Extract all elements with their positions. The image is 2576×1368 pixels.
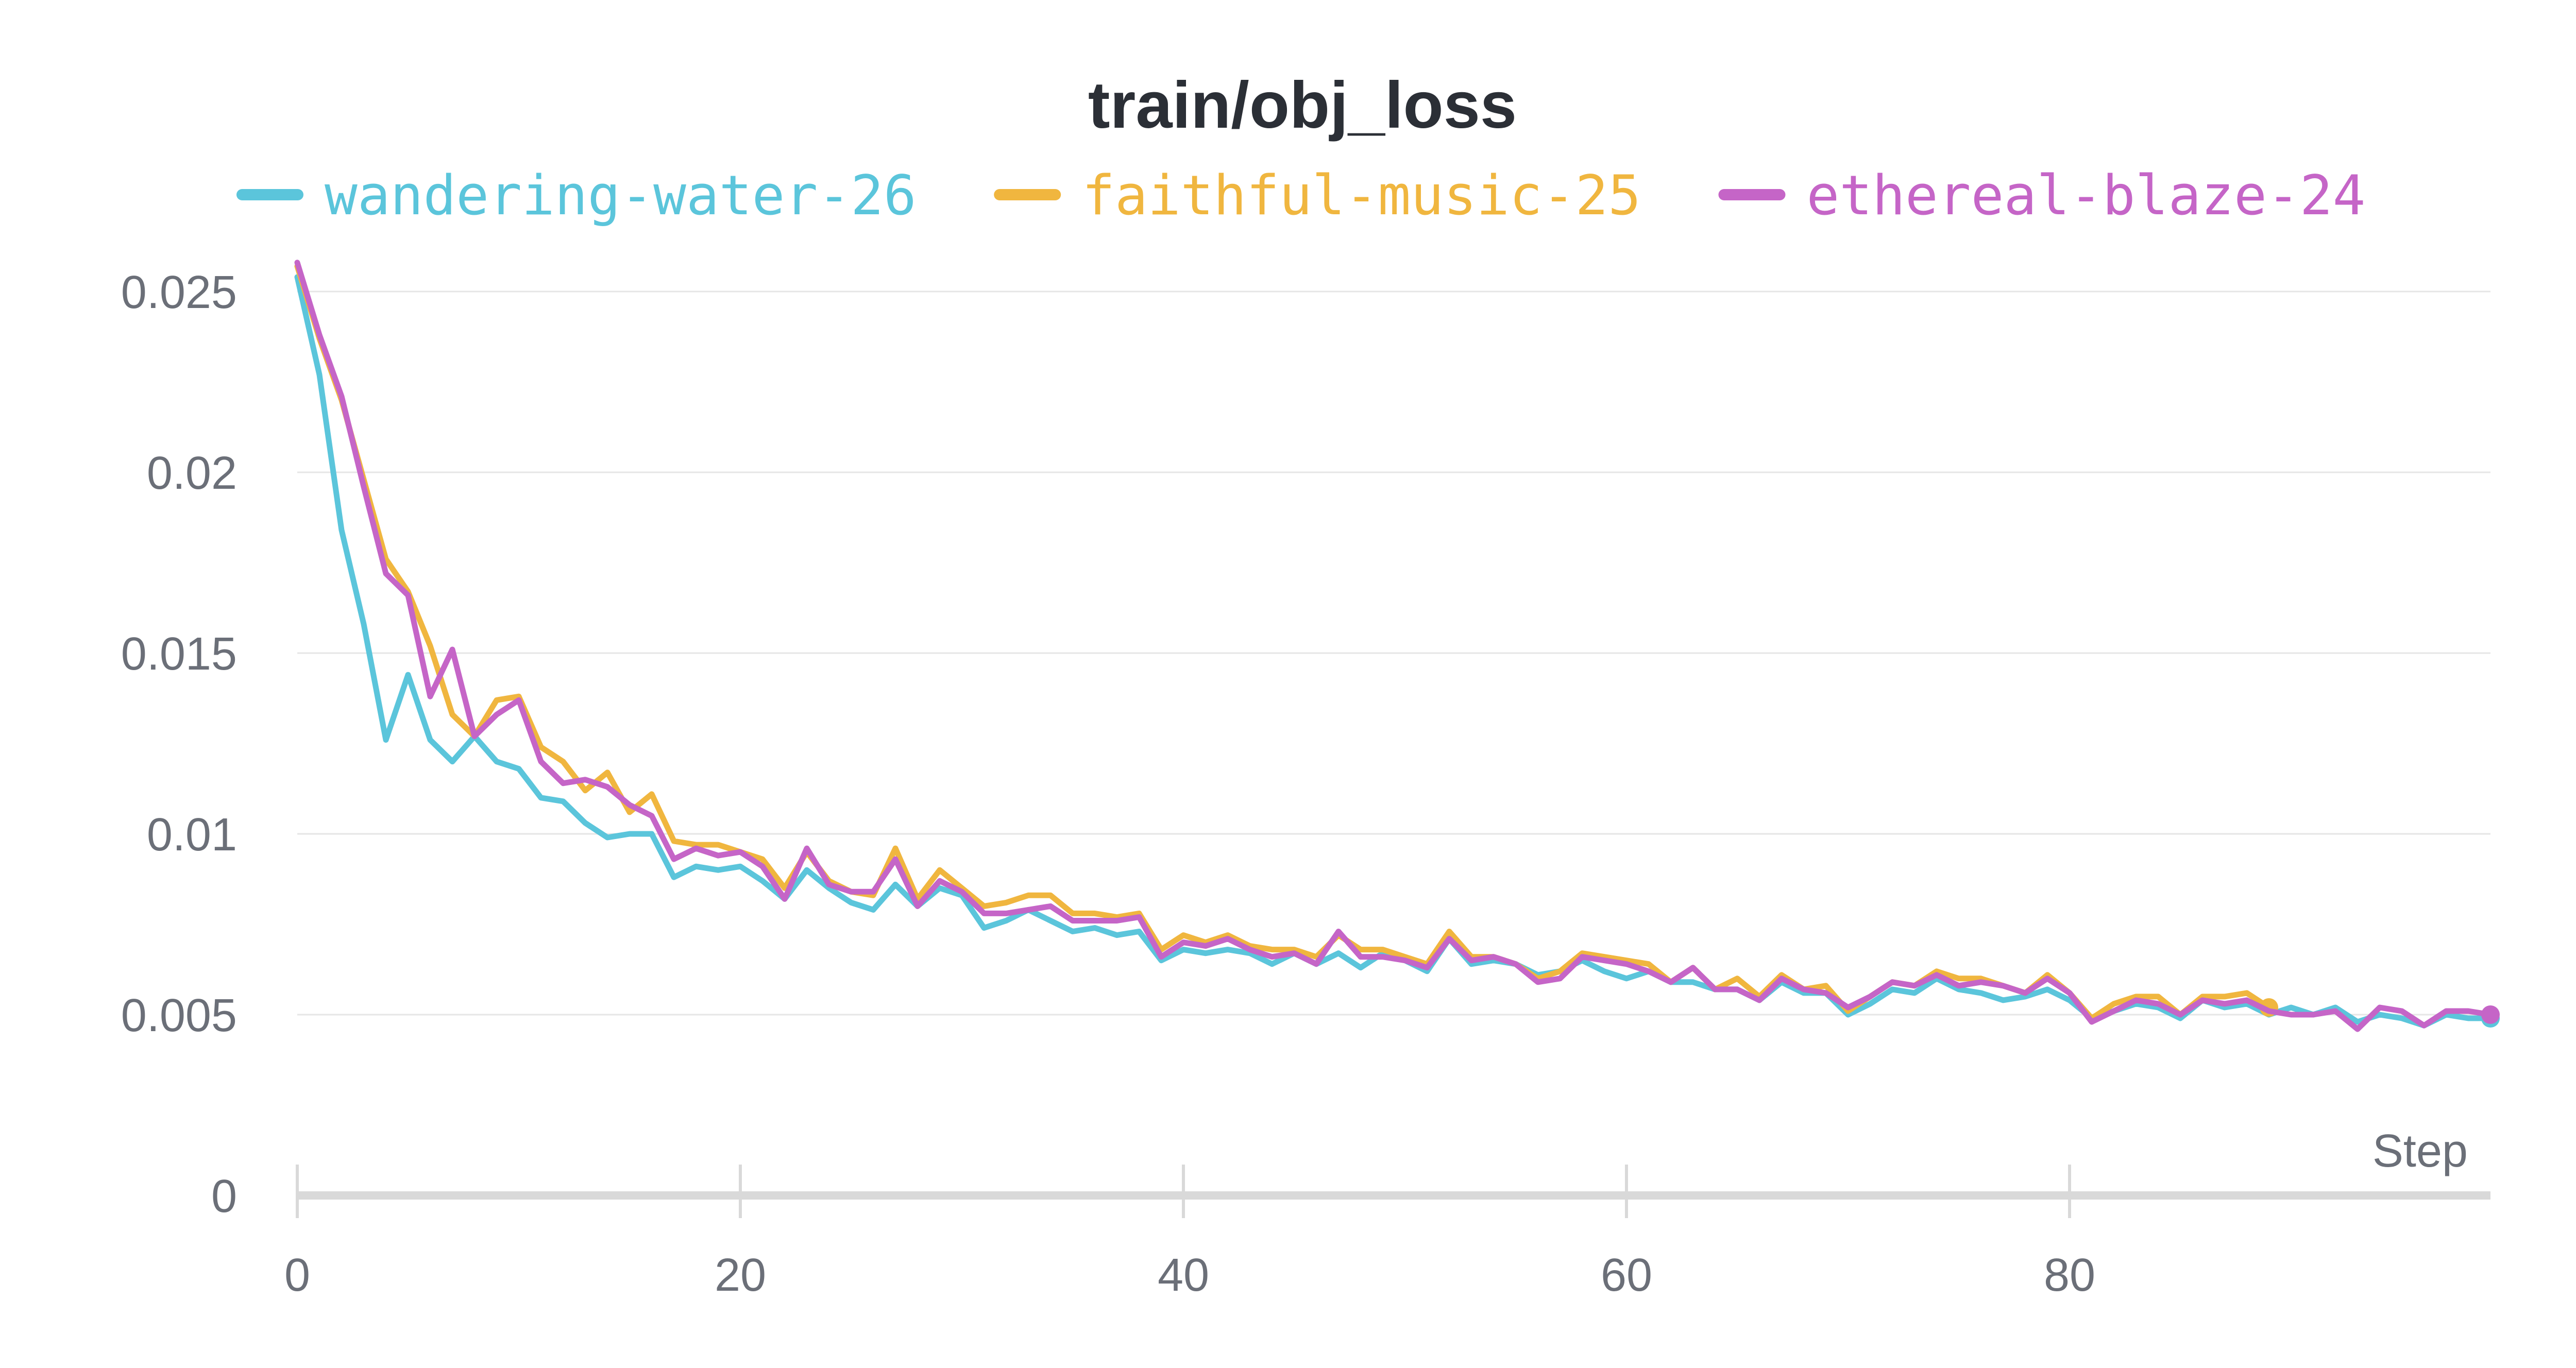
x-tick-label: 40 <box>1158 1250 1209 1301</box>
x-tick-label: 0 <box>284 1250 310 1301</box>
y-tick-label: 0 <box>211 1171 237 1222</box>
y-tick-label: 0.005 <box>121 990 237 1041</box>
y-tick-label: 0.025 <box>121 267 237 318</box>
y-tick-label: 0.015 <box>121 628 237 680</box>
x-axis: 0 20 40 60 80 <box>284 1165 2490 1301</box>
x-tick-label: 20 <box>715 1250 766 1301</box>
chart-title: train/obj_loss <box>1088 69 1517 142</box>
x-axis-label: Step <box>2372 1125 2468 1177</box>
series-layer <box>294 260 2500 1032</box>
legend-label: wandering-water-26 <box>325 164 917 227</box>
legend-label: faithful-music-25 <box>1082 164 1641 227</box>
y-tick-label: 0.02 <box>147 448 237 499</box>
x-tick-label: 80 <box>2044 1250 2095 1301</box>
legend-label: ethereal-blaze-24 <box>1807 164 2366 227</box>
series-line-wandering-water-26 <box>294 274 2494 1029</box>
gridlines <box>297 290 2490 1016</box>
x-tick-label: 60 <box>1601 1250 1652 1301</box>
series-line-ethereal-blaze-24 <box>294 260 2494 1032</box>
legend: wandering-water-26 faithful-music-25 ether… <box>236 164 2366 227</box>
series-line-faithful-music-25 <box>294 263 2272 1021</box>
series-end-point <box>2481 1005 2500 1024</box>
y-axis: 0 0.005 0.01 0.015 0.02 0.025 <box>121 267 237 1222</box>
y-tick-label: 0.01 <box>147 809 237 861</box>
